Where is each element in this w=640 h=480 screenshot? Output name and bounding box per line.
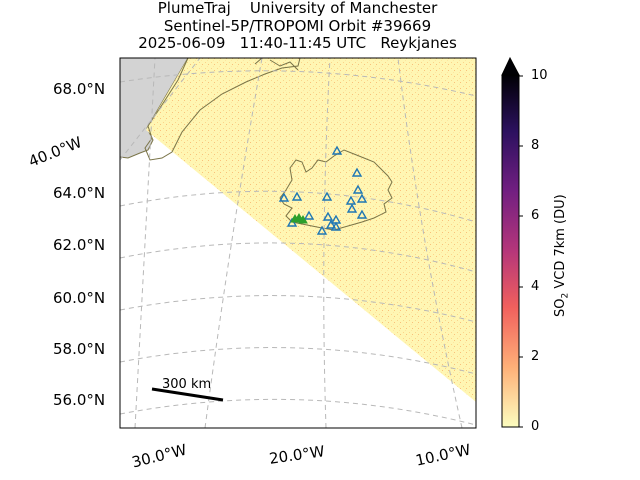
lat-label-60: 60.0°N [53,289,106,307]
colorbar-label-subscript: 2 [560,292,571,299]
colorbar-label-pre: SO [553,298,568,317]
colorbar-extend-arrow [501,56,520,76]
east-greenland-fjords [254,58,299,71]
colorbar-tick-marks [519,75,523,428]
colorbar-tick-10: 10 [531,68,548,83]
satellite-swath [146,58,476,402]
source-markers [290,212,308,224]
colorbar [501,74,520,428]
iceland-outline [279,149,393,231]
map-frame [119,57,477,429]
title-line-2: Sentinel-5P/TROPOMI Orbit #39669 [163,17,432,35]
colorbar-tick-8: 8 [531,138,540,153]
colorbar-label-post: VCD 7km (DU) [553,194,568,293]
colorbar-tick-6: 6 [531,208,540,223]
lat-label-64: 64.0°N [53,184,106,202]
volcano-markers [278,145,368,235]
graticule [120,58,476,428]
scale-bar-label: 300 km [162,377,212,392]
title-line-3: 2025-06-09 11:40-11:45 UTC Reykjanes [138,34,457,52]
colorbar-tick-0: 0 [531,419,540,434]
colorbar-tick-4: 4 [531,279,540,294]
title-line-1: PlumeTraj University of Manchester [157,0,438,17]
scale-bar [151,387,224,402]
colorbar-tick-2: 2 [531,349,540,364]
lat-label-68: 68.0°N [53,80,106,98]
colorbar-label: SO2 VCD 7km (DU) [553,117,573,317]
lat-label-58: 58.0°N [53,340,106,358]
lat-label-62: 62.0°N [53,236,106,254]
lat-label-56: 56.0°N [53,391,106,409]
